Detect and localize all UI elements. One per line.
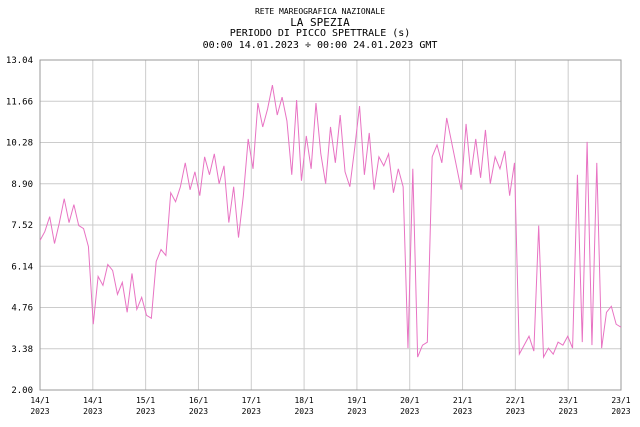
- x-tick-label: 23/1 2023: [558, 396, 578, 416]
- series-line: [39, 85, 622, 359]
- x-tick-label: 19/1 2023: [347, 396, 367, 416]
- y-tick-label: 3.38: [11, 345, 33, 355]
- period: 00:00 14.01.2023 ÷ 00:00 24.01.2023 GMT: [202, 40, 438, 51]
- x-tick-label: 22/1 2023: [505, 396, 525, 416]
- x-tick-label: 17/1 2023: [241, 396, 261, 416]
- y-tick-label: 6.14: [11, 262, 33, 272]
- y-tick-label: 2.00: [11, 386, 33, 396]
- y-tick-label: 10.28: [6, 139, 33, 149]
- y-tick-label: 4.76: [11, 304, 33, 314]
- x-tick-label: 23/1 2023: [611, 396, 631, 416]
- x-tick-label: 18/1 2023: [294, 396, 314, 416]
- y-tick-label: 11.66: [6, 97, 33, 107]
- x-tick-label: 14/1 2023: [83, 396, 103, 416]
- y-tick-label: 8.90: [11, 180, 33, 190]
- supertitle: RETE MAREOGRAFICA NAZIONALE: [254, 7, 386, 16]
- chart-title: LA SPEZIA: [290, 16, 350, 29]
- y-tick-label: 7.52: [11, 221, 33, 231]
- x-tick-label: 14/1 2023: [30, 396, 50, 416]
- subtitle: PERIODO DI PICCO SPETTRALE (s): [229, 28, 411, 39]
- x-tick-label: 16/1 2023: [188, 396, 209, 416]
- x-tick-label: 21/1 2023: [452, 396, 473, 416]
- y-tick-label: 13.04: [6, 56, 33, 66]
- x-tick-label: 20/1 2023: [400, 396, 420, 416]
- x-tick-label: 15/1 2023: [135, 396, 156, 416]
- plot-frame: [39, 59, 622, 391]
